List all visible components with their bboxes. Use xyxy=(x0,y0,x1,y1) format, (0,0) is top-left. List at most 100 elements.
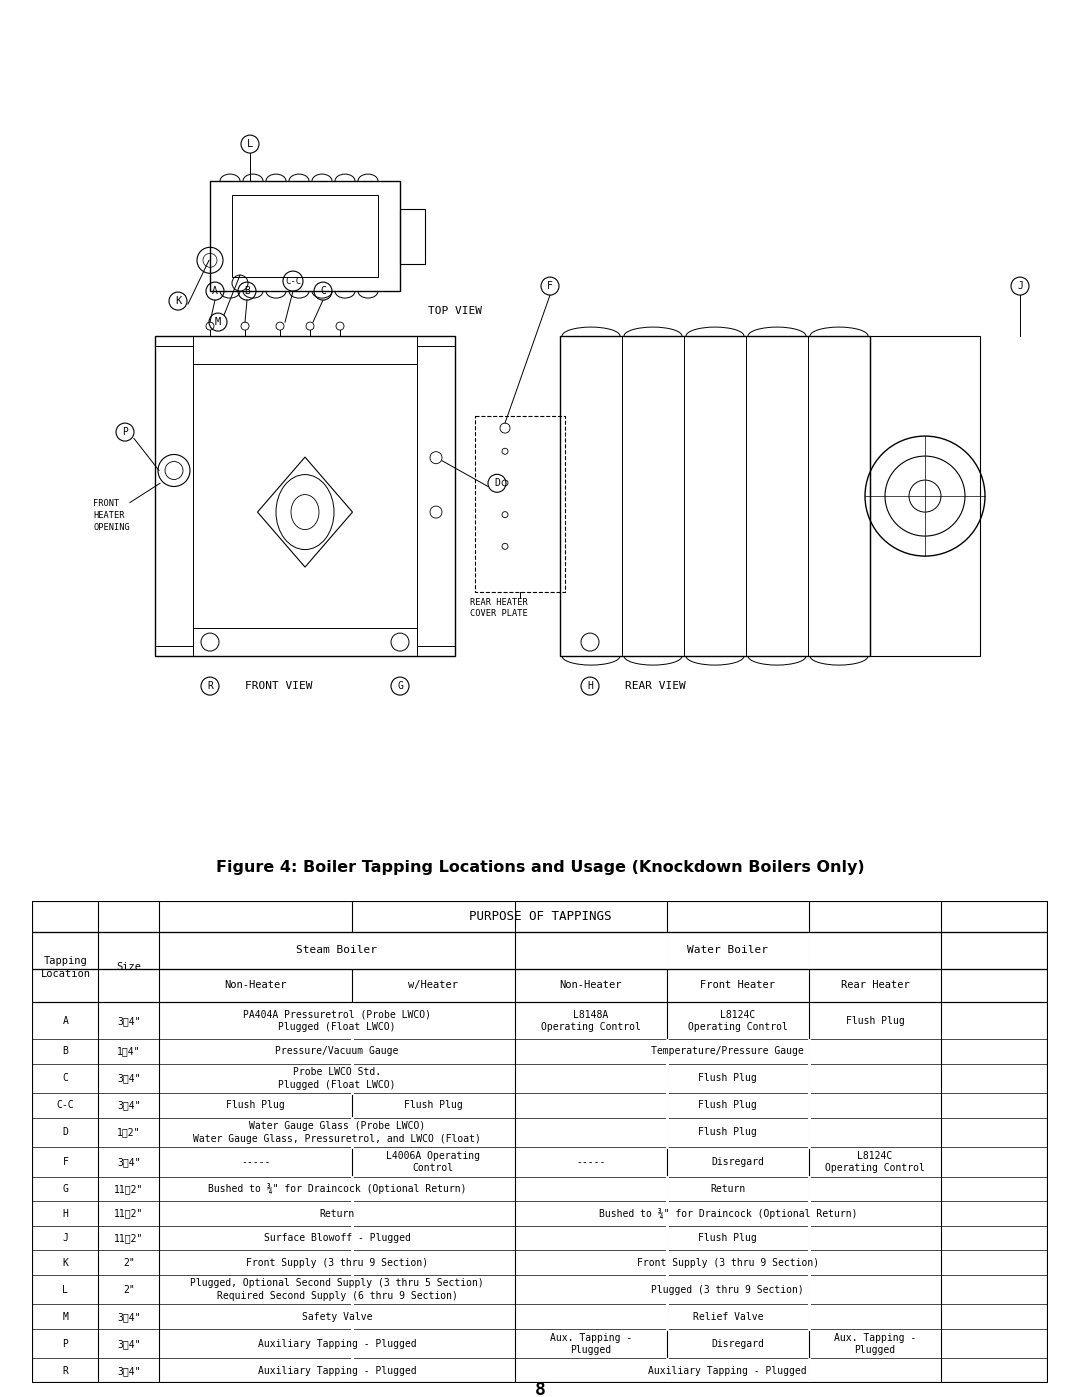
Text: w/Heater: w/Heater xyxy=(408,981,458,990)
Text: 3⁄4": 3⁄4" xyxy=(117,1016,140,1025)
Text: PURPOSE OF TAPPINGS: PURPOSE OF TAPPINGS xyxy=(469,911,611,923)
Text: Flush Plug: Flush Plug xyxy=(699,1073,757,1084)
Text: G: G xyxy=(63,1185,68,1194)
Text: K: K xyxy=(63,1257,68,1267)
Text: FRONT
HEATER
OPENING: FRONT HEATER OPENING xyxy=(93,499,130,532)
Text: Disregard: Disregard xyxy=(712,1338,765,1348)
Text: Non-Heater: Non-Heater xyxy=(559,981,622,990)
Text: Bushed to ¾" for Draincock (Optional Return): Bushed to ¾" for Draincock (Optional Ret… xyxy=(207,1183,467,1194)
Text: 3⁄4": 3⁄4" xyxy=(117,1338,140,1348)
Text: F: F xyxy=(548,281,553,291)
Text: Steam Boiler: Steam Boiler xyxy=(296,946,378,956)
Text: Auxiliary Tapping - Plugged: Auxiliary Tapping - Plugged xyxy=(258,1338,416,1348)
Text: Auxiliary Tapping - Plugged: Auxiliary Tapping - Plugged xyxy=(258,1366,416,1376)
Text: H: H xyxy=(63,1208,68,1218)
Text: A: A xyxy=(212,286,218,296)
Text: 11⁄2": 11⁄2" xyxy=(114,1234,144,1243)
Text: R: R xyxy=(207,682,213,692)
Text: Return: Return xyxy=(320,1208,354,1218)
Text: -----: ----- xyxy=(576,1157,606,1166)
Text: Aux. Tapping -
Plugged: Aux. Tapping - Plugged xyxy=(834,1333,916,1355)
Text: Front Supply (3 thru 9 Section): Front Supply (3 thru 9 Section) xyxy=(637,1257,819,1267)
Text: 3⁄4": 3⁄4" xyxy=(117,1073,140,1084)
Text: Front Supply (3 thru 9 Section): Front Supply (3 thru 9 Section) xyxy=(246,1257,428,1267)
Text: Bushed to ¾" for Draincock (Optional Return): Bushed to ¾" for Draincock (Optional Ret… xyxy=(598,1208,858,1220)
Text: Aux. Tapping -
Plugged: Aux. Tapping - Plugged xyxy=(550,1333,632,1355)
Text: L4006A Operating
Control: L4006A Operating Control xyxy=(387,1151,481,1173)
Text: Relief Valve: Relief Valve xyxy=(692,1312,764,1322)
Text: R: R xyxy=(63,1366,68,1376)
Text: D: D xyxy=(63,1127,68,1137)
Bar xyxy=(210,182,400,291)
Text: A: A xyxy=(63,1016,68,1025)
Text: P: P xyxy=(122,427,127,437)
Text: L8124C
Operating Control: L8124C Operating Control xyxy=(825,1151,924,1173)
Text: Pressure/Vacuum Gauge: Pressure/Vacuum Gauge xyxy=(275,1046,399,1056)
Bar xyxy=(193,629,417,657)
Text: J: J xyxy=(1017,281,1023,291)
Text: PA404A Pressuretrol (Probe LWCO)
Plugged (Float LWCO): PA404A Pressuretrol (Probe LWCO) Plugged… xyxy=(243,1010,431,1032)
Text: Surface Blowoff - Plugged: Surface Blowoff - Plugged xyxy=(264,1234,410,1243)
Text: Figure 4: Boiler Tapping Locations and Usage (Knockdown Boilers Only): Figure 4: Boiler Tapping Locations and U… xyxy=(216,861,864,875)
Bar xyxy=(156,337,455,657)
Text: 2": 2" xyxy=(123,1285,135,1295)
Text: J: J xyxy=(63,1234,68,1243)
Text: 1⁄2": 1⁄2" xyxy=(117,1127,140,1137)
Text: FRONT VIEW: FRONT VIEW xyxy=(245,682,312,692)
Text: Plugged, Optional Second Supply (3 thru 5 Section)
Required Second Supply (6 thr: Plugged, Optional Second Supply (3 thru … xyxy=(190,1278,484,1301)
Text: 11⁄2": 11⁄2" xyxy=(114,1185,144,1194)
Text: B: B xyxy=(63,1046,68,1056)
Bar xyxy=(193,337,417,365)
Text: D: D xyxy=(494,478,500,489)
Text: L: L xyxy=(63,1285,68,1295)
Text: C-C: C-C xyxy=(56,1101,75,1111)
Text: Disregard: Disregard xyxy=(712,1157,765,1166)
Text: Rear Heater: Rear Heater xyxy=(840,981,909,990)
Text: B: B xyxy=(244,286,249,296)
Text: L8148A
Operating Control: L8148A Operating Control xyxy=(541,1010,640,1032)
Text: Water Gauge Glass (Probe LWCO)
Water Gauge Glass, Pressuretrol, and LWCO (Float): Water Gauge Glass (Probe LWCO) Water Gau… xyxy=(193,1122,481,1144)
Text: Auxiliary Tapping - Plugged: Auxiliary Tapping - Plugged xyxy=(648,1366,807,1376)
Text: Water Boiler: Water Boiler xyxy=(687,946,768,956)
Text: Probe LWCO Std.
Plugged (Float LWCO): Probe LWCO Std. Plugged (Float LWCO) xyxy=(279,1067,395,1090)
Bar xyxy=(870,337,980,657)
Text: Flush Plug: Flush Plug xyxy=(404,1101,462,1111)
Text: -----: ----- xyxy=(241,1157,270,1166)
Bar xyxy=(232,196,378,277)
Text: Flush Plug: Flush Plug xyxy=(699,1234,757,1243)
Text: F: F xyxy=(63,1157,68,1166)
Text: Flush Plug: Flush Plug xyxy=(699,1127,757,1137)
Text: 3⁄4": 3⁄4" xyxy=(117,1366,140,1376)
Text: L8124C
Operating Control: L8124C Operating Control xyxy=(688,1010,788,1032)
Text: Safety Valve: Safety Valve xyxy=(301,1312,373,1322)
Text: C‑C: C‑C xyxy=(285,277,301,285)
Text: P: P xyxy=(63,1338,68,1348)
Text: C: C xyxy=(320,286,326,296)
Text: REAR VIEW: REAR VIEW xyxy=(625,682,686,692)
Bar xyxy=(475,416,565,592)
Text: 11⁄2": 11⁄2" xyxy=(114,1208,144,1218)
Text: Flush Plug: Flush Plug xyxy=(699,1101,757,1111)
Bar xyxy=(156,346,193,645)
Text: Flush Plug: Flush Plug xyxy=(846,1016,904,1025)
Bar xyxy=(417,346,455,645)
Text: Front Heater: Front Heater xyxy=(701,981,775,990)
Text: 8: 8 xyxy=(535,1382,545,1397)
Text: G: G xyxy=(397,682,403,692)
Text: Plugged (3 thru 9 Section): Plugged (3 thru 9 Section) xyxy=(651,1285,805,1295)
Text: 3⁄4": 3⁄4" xyxy=(117,1312,140,1322)
Text: Tapping
Location: Tapping Location xyxy=(40,956,91,978)
Text: Temperature/Pressure Gauge: Temperature/Pressure Gauge xyxy=(651,1046,805,1056)
Text: 3⁄4": 3⁄4" xyxy=(117,1101,140,1111)
Text: Return: Return xyxy=(711,1185,745,1194)
Text: L: L xyxy=(247,140,253,149)
Text: H: H xyxy=(588,682,593,692)
Text: Flush Plug: Flush Plug xyxy=(227,1101,285,1111)
Text: 2": 2" xyxy=(123,1257,135,1267)
Text: Size: Size xyxy=(117,963,141,972)
Text: 1⁄4": 1⁄4" xyxy=(117,1046,140,1056)
Text: M: M xyxy=(63,1312,68,1322)
Text: C: C xyxy=(63,1073,68,1084)
Bar xyxy=(561,337,870,657)
Text: TOP VIEW: TOP VIEW xyxy=(428,306,482,316)
